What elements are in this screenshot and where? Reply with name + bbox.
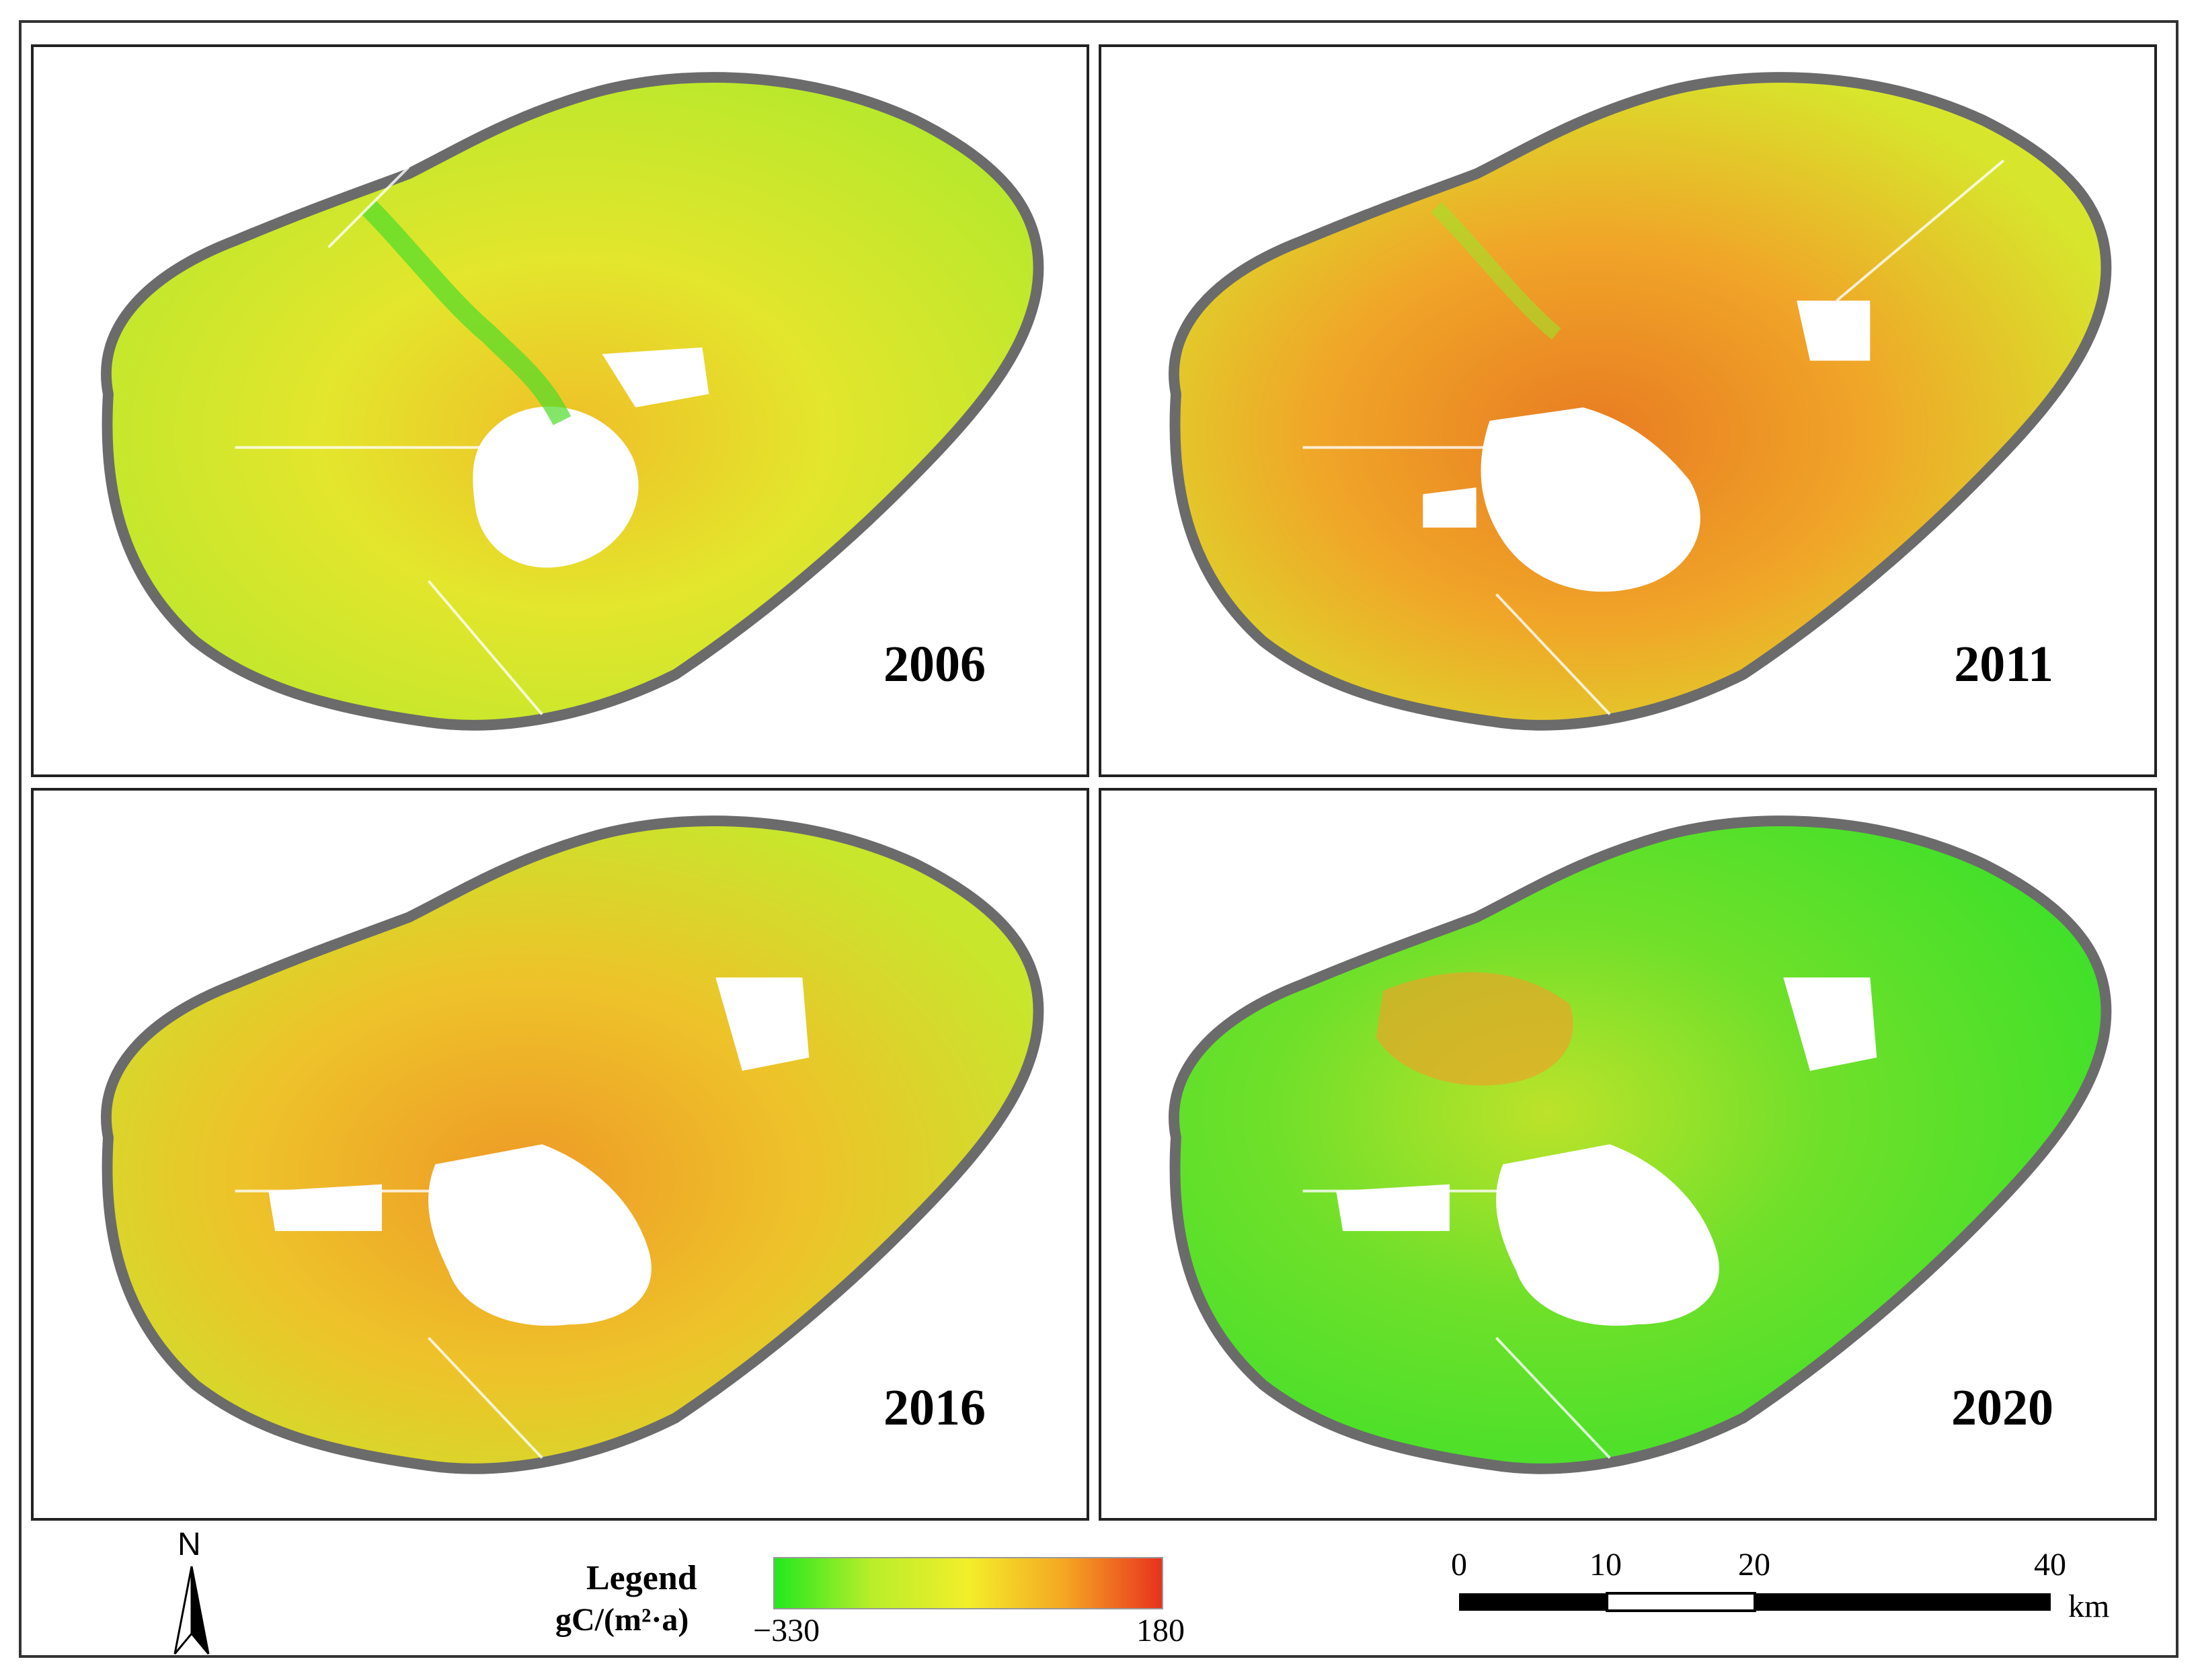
- study-area-boundary: [101, 815, 1044, 1474]
- scale-segment: [1755, 1593, 2051, 1611]
- scale-unit: km: [2068, 1589, 2110, 1624]
- panel-year-label: 2011: [1954, 636, 2053, 692]
- figure-frame: [19, 20, 2178, 1658]
- map-2011: [1169, 72, 2112, 731]
- panel-year-label: 2016: [883, 1379, 986, 1436]
- panel-year-label: 2020: [1951, 1379, 2053, 1436]
- legend-colorbar: [773, 1557, 1163, 1609]
- scale-tick-10: 10: [1589, 1547, 1622, 1583]
- legend-unit: gC/(m²·a): [555, 1602, 689, 1638]
- map-panel-2020: 2020: [1099, 788, 2157, 1521]
- scale-segment: [1459, 1593, 1607, 1611]
- north-arrow-icon: [173, 1566, 210, 1654]
- legend-max-label: 180: [1136, 1613, 1185, 1648]
- study-area-boundary: [101, 72, 1044, 731]
- wetland-corridor: [361, 200, 572, 426]
- wetland-corridor: [1431, 202, 1561, 340]
- panel-year-label: 2006: [883, 636, 986, 692]
- scale-tick-20: 20: [1738, 1547, 1770, 1583]
- road: [235, 166, 543, 715]
- road: [1302, 1189, 1611, 1459]
- map-2020: [1169, 815, 2112, 1474]
- map-panel-2006: 2006: [31, 44, 1089, 777]
- road: [1302, 159, 2005, 716]
- urban-area: [1336, 977, 1877, 1326]
- scale-segment: [1606, 1592, 1756, 1612]
- legend-title: Legend: [586, 1559, 697, 1597]
- map-panel-2011: 2011: [1099, 44, 2157, 777]
- study-area-boundary: [1169, 815, 2112, 1474]
- road: [235, 1189, 543, 1459]
- urban-area: [268, 977, 810, 1326]
- urban-area: [473, 347, 709, 568]
- scale-bar: [1459, 1592, 2051, 1612]
- scale-tick-0: 0: [1451, 1547, 1467, 1583]
- orange-patch: [1376, 972, 1573, 1086]
- scale-tick-40: 40: [2034, 1547, 2066, 1583]
- urban-area: [1423, 301, 1871, 592]
- map-2006: [101, 72, 1044, 731]
- map-panel-2016: 2016: [31, 788, 1089, 1521]
- study-area-boundary: [1169, 72, 2112, 731]
- north-label: N: [178, 1527, 201, 1562]
- map-2016: [101, 815, 1044, 1474]
- legend-min-label: −330: [753, 1613, 820, 1648]
